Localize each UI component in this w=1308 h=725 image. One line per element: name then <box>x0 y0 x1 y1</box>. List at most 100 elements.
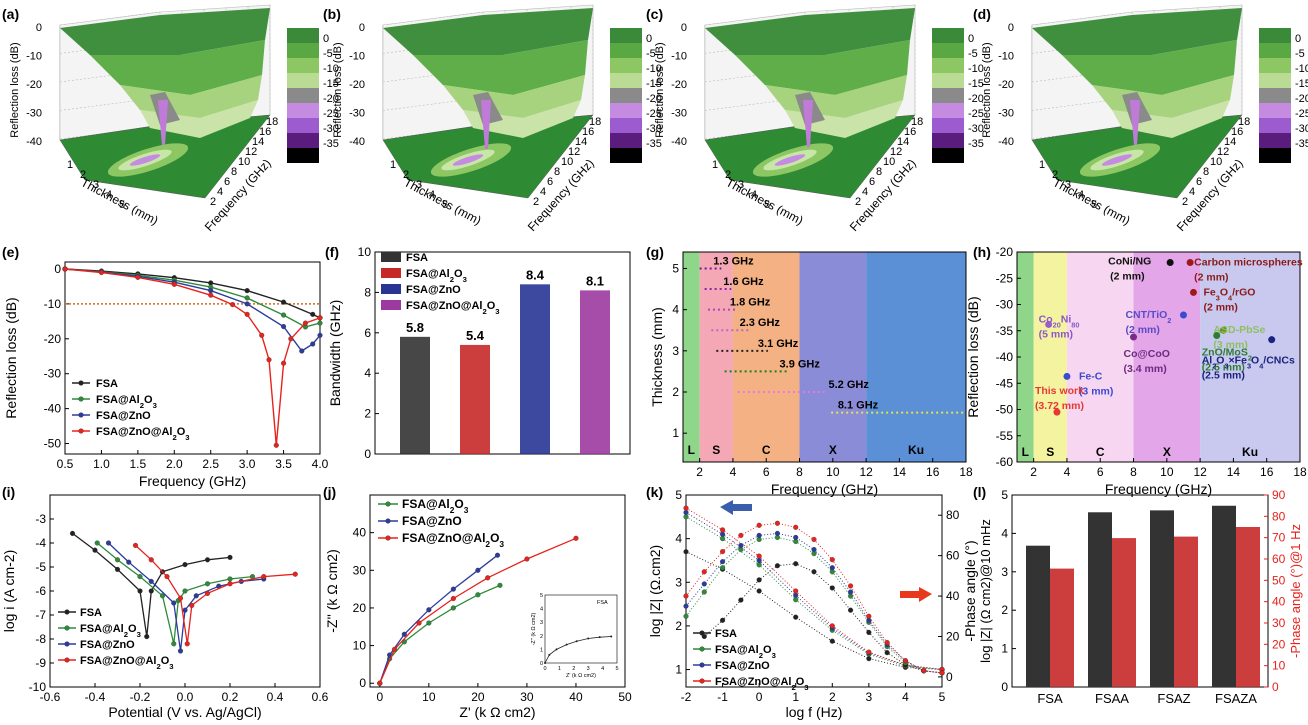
colorbar-swatch <box>610 88 642 103</box>
colorbar-swatch <box>932 148 964 163</box>
x-tick-label: 2 <box>829 690 836 704</box>
y-tick-label: 5 <box>675 488 682 502</box>
y-tick-label: 3 <box>1001 565 1008 579</box>
series-marker <box>92 547 98 553</box>
x-tick-label: 3.0 <box>239 457 256 471</box>
bar-phase <box>1236 527 1260 687</box>
series-marker <box>204 557 211 563</box>
x-tick-label: 6 <box>763 465 770 479</box>
colorbar-label: 0 <box>323 33 329 45</box>
band-label: Ku <box>1242 445 1258 459</box>
y-axis-title: Reflection loss (dB) <box>3 297 19 418</box>
panel-label-b: (b) <box>323 6 341 22</box>
y-axis-title: Reflection loss (dB) <box>965 296 981 417</box>
series-marker <box>494 552 501 558</box>
point-label: Al2O3×Fe3O4/CNCs <box>1202 355 1295 371</box>
bandwidth-label: 1.3 GHz <box>713 255 754 267</box>
thickness-tick-label: 4 <box>429 189 435 201</box>
colorbar-label: -10 <box>323 63 339 75</box>
legend-marker <box>699 678 705 684</box>
colorbar-swatch <box>932 103 964 118</box>
x-tick-label: 30 <box>520 690 534 704</box>
y-tick-label: 40 <box>353 526 367 540</box>
series-line <box>64 268 321 319</box>
y-tick-label: 10 <box>353 639 367 653</box>
thickness-tick-label: 1 <box>712 159 718 171</box>
colorbar-label: -20 <box>968 93 984 105</box>
x-tick-label: 0 <box>376 690 383 704</box>
inset-y-tick-label: 4 <box>540 607 543 613</box>
frequency-tick-label: 14 <box>252 136 264 148</box>
y-tick-label: -30 <box>996 298 1014 312</box>
point-thickness-label: (5 mm) <box>1039 328 1073 340</box>
y-tick-label: -6 <box>35 584 46 598</box>
series-marker <box>524 556 530 562</box>
z-axis-title: Reflection loss (dB) <box>332 42 344 137</box>
series-marker <box>204 590 211 596</box>
panel-label-j: (j) <box>323 484 336 500</box>
category-label: FSAA <box>1095 691 1129 706</box>
frequency-tick-label: 14 <box>575 136 587 148</box>
y2-axis-title: -Phase angle (°)@1 Hz <box>1288 524 1303 658</box>
series-marker <box>244 295 250 301</box>
x-tick-label: 0.2 <box>222 690 239 704</box>
y2-tick-label: 0 <box>1272 680 1279 694</box>
series-marker <box>62 266 68 272</box>
frequency-tick-label: 4 <box>862 186 868 198</box>
y2-tick-label: 80 <box>1272 509 1286 523</box>
series-marker <box>273 442 279 448</box>
point-label: ZnO/MoS2 <box>1202 346 1252 362</box>
surface-spike <box>803 100 813 147</box>
colorbar-swatch <box>932 88 964 103</box>
thickness-tick-label: 2 <box>725 169 731 181</box>
bar-logZ <box>1026 545 1050 687</box>
phase-marker <box>774 520 780 526</box>
modulus-line <box>685 512 943 670</box>
band-region <box>1066 252 1134 462</box>
x-tick-label: 0 <box>756 690 763 704</box>
point-thickness-label: (2 mm) <box>1125 324 1159 336</box>
phase-marker <box>939 670 945 676</box>
data-point <box>1179 311 1187 319</box>
series-marker <box>208 292 214 298</box>
x-tick-label: 2.5 <box>202 457 219 471</box>
frequency-tick-label: 6 <box>224 176 230 188</box>
modulus-line <box>685 551 943 670</box>
colorbar-swatch <box>610 28 642 43</box>
bar-value-label: 5.4 <box>466 328 485 343</box>
phase-line <box>685 532 943 674</box>
colorbar-label: -10 <box>968 63 984 75</box>
chart-i: -0.6 -0.4 -0.2 0.0 0.2 0.4 0.6 -3 -4 -5 -6 -7 -8 -9 -1… <box>1 494 329 720</box>
surface-layer <box>705 8 915 55</box>
legend-marker <box>78 396 84 402</box>
thickness-tick-label: 1 <box>390 159 396 171</box>
colorbar-label: -30 <box>646 123 662 135</box>
point-thickness-label: (2 mm) <box>1194 272 1228 284</box>
data-point <box>1186 259 1194 266</box>
contour-core <box>129 154 161 166</box>
data-point <box>1053 408 1061 416</box>
legend-label: FSA@ZnO@Al2O3 <box>406 300 500 316</box>
bar <box>580 290 610 454</box>
frequency-tick-label: 4 <box>217 186 223 198</box>
y-tick-label: 10 <box>358 245 372 259</box>
x-tick-label: 20 <box>471 690 485 704</box>
z-tick-label: -20 <box>998 79 1014 91</box>
point-label: Fe3O4/rGO <box>1203 286 1255 302</box>
legend-marker <box>78 380 84 386</box>
colorbar-swatch <box>610 73 642 88</box>
frequency-tick-label: 18 <box>1238 116 1250 128</box>
y-tick-label: 0 <box>1001 680 1008 694</box>
surface-spike <box>481 100 491 149</box>
y2-tick-label: 60 <box>946 549 960 563</box>
series-marker <box>148 588 154 594</box>
legend-label: FSA@ZnO <box>406 284 461 296</box>
y2-tick-label: 30 <box>1272 616 1286 630</box>
series-marker <box>177 648 184 654</box>
series-marker <box>171 641 177 647</box>
thickness-tick-label: 2 <box>80 169 86 181</box>
surface-spike <box>158 100 168 145</box>
